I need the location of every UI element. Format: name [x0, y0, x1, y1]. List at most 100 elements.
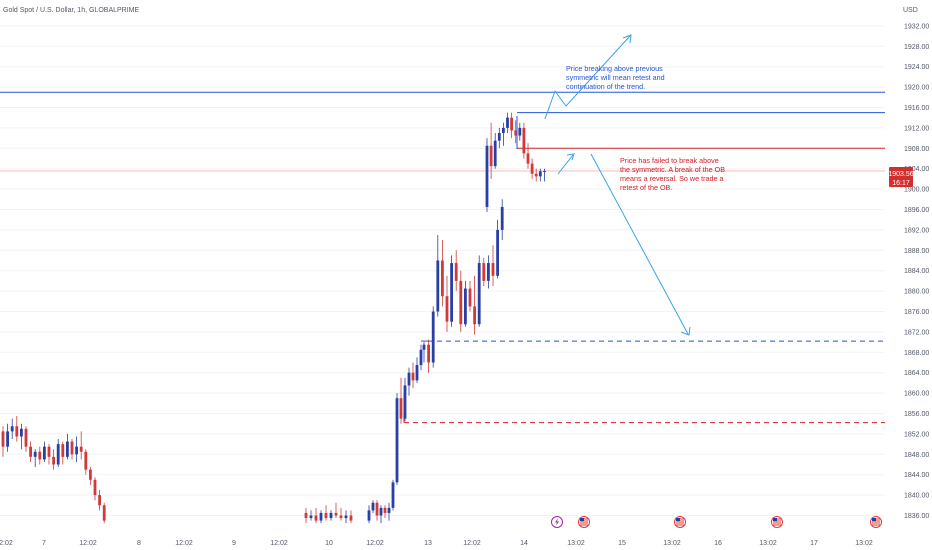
candle-body: [93, 479, 97, 496]
bearish-arrowhead: [680, 326, 691, 336]
candle-body: [383, 507, 387, 513]
bullish-note-line: symmetric will mean retest and: [566, 73, 665, 82]
x-tick-label: 12:02: [270, 540, 288, 547]
us-flag-icon[interactable]: [674, 516, 686, 528]
candle-body: [445, 296, 449, 322]
candle-body: [431, 311, 435, 363]
candle-body: [500, 206, 504, 230]
event-icons: [551, 516, 882, 528]
candle-body: [387, 507, 391, 513]
currency-label: USD: [903, 7, 918, 14]
bullish-arrow: [544, 35, 631, 120]
candle-body: [538, 171, 542, 177]
candle-body: [441, 260, 444, 297]
x-tick-label: 15: [618, 540, 626, 547]
y-tick-label: 1896.00: [904, 207, 929, 214]
candle-body: [493, 140, 497, 167]
candle-body: [427, 344, 430, 363]
candle-body: [419, 349, 423, 366]
candle-body: [15, 426, 19, 437]
candle-body: [510, 117, 513, 131]
candle-body: [29, 446, 32, 457]
y-axis: 1836.00 1840.00 1844.00 1848.00 1852.00 1856.…: [904, 23, 929, 520]
candle-body: [319, 512, 323, 521]
candle-body: [38, 451, 42, 460]
candle-body: [98, 495, 101, 506]
candle-body: [79, 446, 83, 452]
y-tick-label: 1844.00: [904, 472, 929, 479]
bearish-note-line: the symmetric. A break of the OB: [620, 165, 725, 174]
candle-body: [526, 153, 530, 164]
candle-body: [375, 502, 379, 516]
bearish-small-arrow: [557, 154, 574, 175]
x-tick-label: 12:02: [79, 540, 97, 547]
x-tick-label: 13:02: [855, 540, 873, 547]
x-tick-label: 17: [810, 540, 818, 547]
candle-body: [6, 431, 9, 447]
y-tick-label: 1836.00: [904, 513, 929, 520]
bullish-arrowhead: [622, 34, 632, 44]
y-tick-label: 1908.00: [904, 146, 929, 153]
y-tick-label: 1868.00: [904, 350, 929, 357]
candle-body: [84, 451, 88, 470]
bullish-note: Price breaking above previous symmetric …: [566, 64, 667, 91]
candle-body: [43, 446, 46, 460]
candle-body: [497, 133, 501, 141]
current-price-tag: 1903.56 16:17: [888, 167, 914, 187]
candle-body: [468, 288, 472, 307]
us-flag-icon[interactable]: [771, 516, 783, 528]
candle-body: [464, 288, 467, 325]
candle-body: [506, 117, 509, 128]
candle-body: [334, 512, 338, 516]
candle-body: [496, 229, 499, 276]
bearish-arrow: [590, 153, 689, 335]
y-tick-label: 1876.00: [904, 309, 929, 316]
y-tick-label: 1928.00: [904, 44, 929, 51]
x-tick-label: 8: [137, 540, 141, 547]
y-tick-label: 1840.00: [904, 493, 929, 500]
x-tick-label: 12:02: [175, 540, 193, 547]
y-tick-label: 1872.00: [904, 329, 929, 336]
candle-body: [459, 280, 463, 325]
y-tick-label: 1900.00: [904, 187, 929, 194]
candle-body: [473, 306, 476, 325]
candle-body: [450, 263, 453, 322]
candle-body: [518, 127, 522, 136]
y-tick-label: 1924.00: [904, 64, 929, 71]
candle-body: [543, 170, 546, 172]
y-tick-label: 1904.00: [904, 166, 929, 173]
current-price-value: 1903.56: [888, 171, 913, 178]
x-axis: 12:02 7 12:02 8 12:02 9 12:02 10 12:02 13 12:02 14 1…: [0, 540, 873, 547]
candle-body: [33, 451, 37, 457]
bearish-note: Price has failed to break above the symm…: [620, 156, 727, 192]
bullish-note-line: Price breaking above previous: [566, 64, 663, 73]
y-tick-label: 1860.00: [904, 391, 929, 398]
candle-body: [304, 512, 308, 519]
y-tick-label: 1932.00: [904, 23, 929, 30]
candle-body: [454, 263, 458, 281]
candle-body: [349, 515, 353, 521]
candle-body: [391, 482, 395, 508]
lightning-icon[interactable]: [551, 516, 563, 528]
x-tick-label: 12:02: [463, 540, 481, 547]
y-tick-label: 1916.00: [904, 105, 929, 112]
candle-body: [411, 372, 415, 381]
us-flag-icon[interactable]: [578, 516, 590, 528]
candle-body: [422, 344, 426, 350]
us-flag-icon[interactable]: [870, 516, 882, 528]
horizontal-levels: [0, 91, 885, 424]
bullish-note-line: continuation of the trend.: [566, 82, 645, 91]
candle-body: [89, 469, 92, 480]
candlesticks: [1, 112, 546, 524]
candle-body: [399, 398, 403, 419]
candle-body: [61, 444, 65, 457]
y-tick-label: 1864.00: [904, 370, 929, 377]
candle-body: [491, 263, 495, 276]
candle-body: [314, 515, 318, 521]
candle-body: [324, 512, 328, 519]
candle-body: [407, 372, 411, 386]
candle-body: [502, 127, 505, 133]
candle-body: [1, 431, 5, 447]
x-tick-label: 7: [42, 540, 46, 547]
